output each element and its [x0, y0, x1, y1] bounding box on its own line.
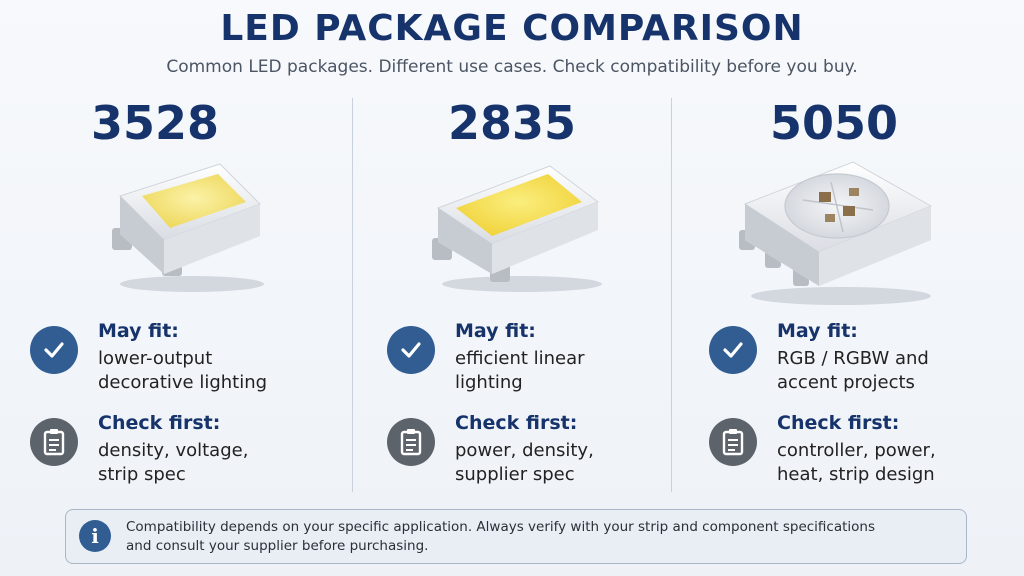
may-fit-label: May fit:: [455, 320, 536, 342]
package-code: 3528: [90, 96, 220, 150]
clipboard-icon: [387, 418, 435, 466]
check-first-label: Check first:: [777, 412, 900, 434]
check-first-text: density, voltage, strip spec: [98, 440, 249, 485]
info-icon: i: [79, 520, 111, 552]
clipboard-icon: [30, 418, 78, 466]
column-divider: [352, 98, 353, 492]
notice-text: Compatibility depends on your specific a…: [126, 519, 876, 554]
check-first-row: Check first: controller, power, heat, st…: [709, 412, 1024, 488]
checkmark-icon: [709, 326, 757, 374]
package-code: 5050: [769, 96, 899, 150]
page-title: LED PACKAGE COMPARISON: [220, 8, 804, 49]
may-fit-text: efficient linear lighting: [455, 348, 585, 393]
compatibility-notice: i Compatibility depends on your specific…: [65, 509, 967, 564]
check-first-row: Check first: power, density, supplier sp…: [387, 412, 707, 488]
may-fit-text: lower-output decorative lighting: [98, 348, 268, 393]
may-fit-text: RGB / RGBW and accent projects: [777, 348, 929, 393]
may-fit-row: May fit: efficient linear lighting: [387, 320, 707, 396]
may-fit-row: May fit: lower-output decorative lightin…: [30, 320, 350, 396]
may-fit-label: May fit:: [98, 320, 179, 342]
page-subtitle: Common LED packages. Different use cases…: [166, 57, 858, 77]
led-5050-chip-image: [739, 161, 933, 305]
check-first-row: Check first: density, voltage, strip spe…: [30, 412, 350, 488]
checkmark-icon: [387, 326, 435, 374]
checkmark-icon: [30, 326, 78, 374]
column-divider: [671, 98, 672, 492]
may-fit-row: May fit: RGB / RGBW and accent projects: [709, 320, 1024, 396]
led-2835-chip-image: [432, 165, 602, 292]
check-first-text: controller, power, heat, strip design: [777, 440, 936, 485]
may-fit-label: May fit:: [777, 320, 858, 342]
package-column-3528: 3528 May fit: lower-output decorative li…: [30, 96, 350, 496]
package-column-2835: 2835 May fit: efficient linear lighting: [387, 96, 707, 496]
check-first-text: power, density, supplier spec: [455, 440, 594, 485]
package-column-5050: 5050 May fit: RGB / RG: [709, 96, 1024, 496]
clipboard-icon: [709, 418, 757, 466]
check-first-label: Check first:: [98, 412, 221, 434]
check-first-label: Check first:: [455, 412, 578, 434]
package-code: 2835: [447, 96, 577, 150]
led-3528-chip-image: [112, 163, 264, 292]
